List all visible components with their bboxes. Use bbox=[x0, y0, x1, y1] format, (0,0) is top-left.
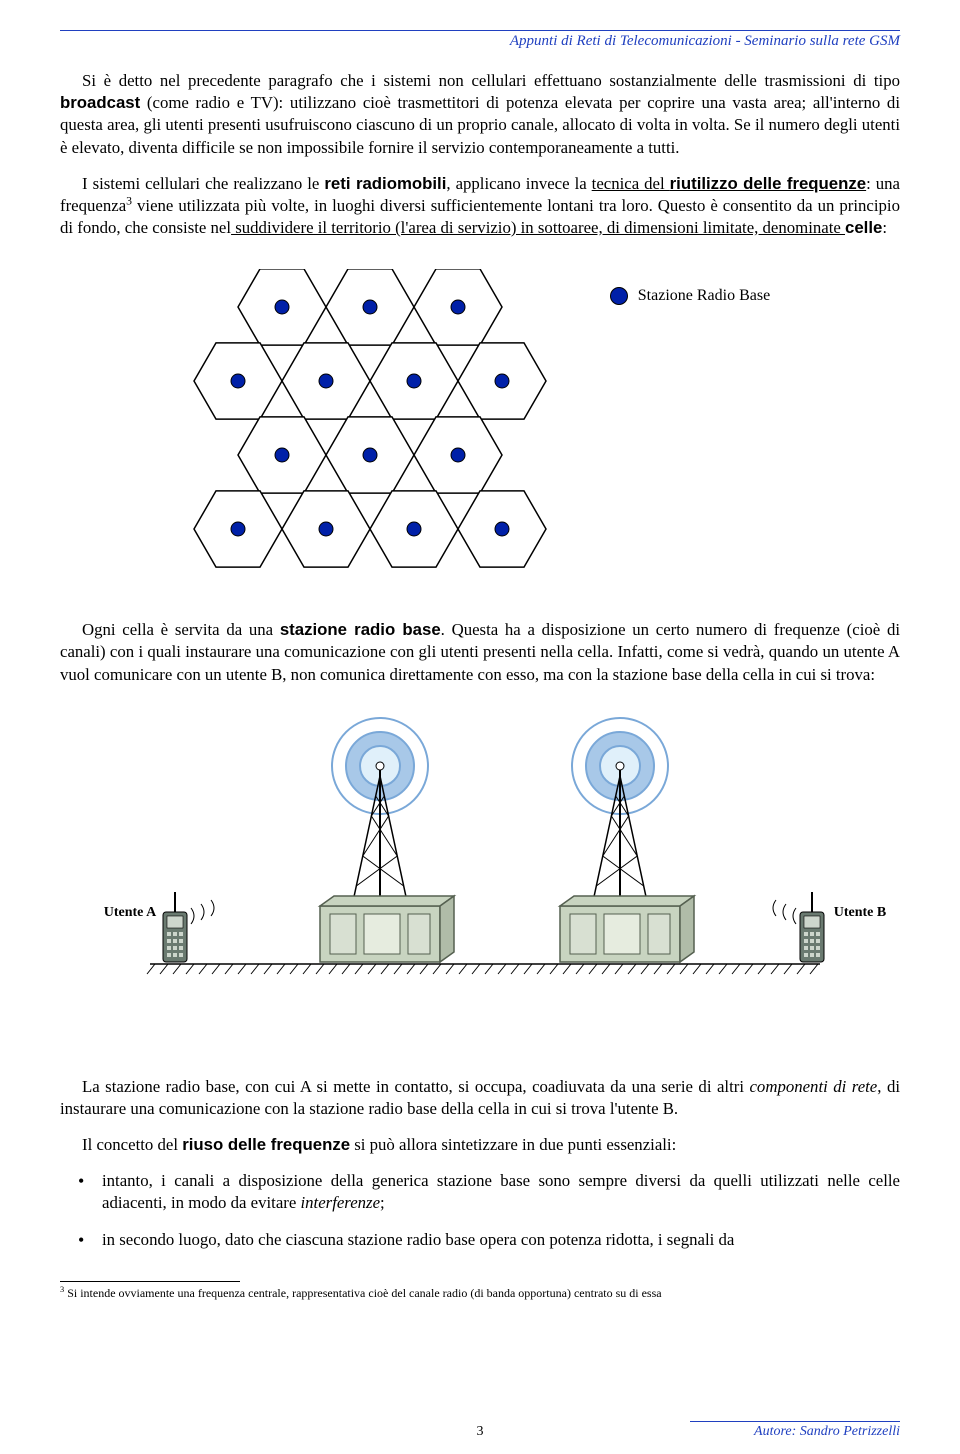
footnote-text: Si intende ovviamente una frequenza cent… bbox=[64, 1286, 661, 1300]
term-stazione-radio-base: stazione radio base bbox=[280, 620, 441, 639]
text: Si è detto nel precedente paragrafo che … bbox=[82, 71, 900, 90]
text: I sistemi cellulari che realizzano le bbox=[82, 174, 324, 193]
term-broadcast: broadcast bbox=[60, 93, 140, 112]
communication-svg: Utente A Utente B bbox=[60, 716, 900, 1016]
term-riuso-frequenze: riuso delle frequenze bbox=[182, 1135, 350, 1154]
hexgrid-svg bbox=[190, 269, 560, 569]
footnote-3: 3 Si intende ovviamente una frequenza ce… bbox=[60, 1286, 900, 1300]
figure-cells: Stazione Radio Base bbox=[60, 269, 900, 569]
text: Ogni cella è servita da una bbox=[82, 620, 280, 639]
text: si può allora sintetizzare in due punti … bbox=[350, 1135, 676, 1154]
paragraph-4: La stazione radio base, con cui A si met… bbox=[60, 1076, 900, 1120]
header-separator bbox=[60, 30, 900, 31]
figure-legend: Stazione Radio Base bbox=[610, 287, 770, 305]
bullet-2: in secondo luogo, dato che ciascuna staz… bbox=[88, 1229, 900, 1251]
term-riutilizzo-frequenze: riutilizzo delle frequenze bbox=[670, 174, 866, 193]
term-reti-radiomobili: reti radiomobili bbox=[324, 174, 446, 193]
term-componenti-di-rete: componenti di rete bbox=[749, 1077, 877, 1096]
legend-label: Stazione Radio Base bbox=[638, 287, 770, 305]
text-underlined: suddividere il territorio (l'area di ser… bbox=[231, 218, 845, 237]
term-celle: celle bbox=[845, 218, 882, 237]
svg-text:Utente B: Utente B bbox=[834, 905, 887, 920]
text: intanto, i canali a disposizione della g… bbox=[102, 1171, 900, 1212]
text: , applicano invece la bbox=[446, 174, 591, 193]
paragraph-3: Ogni cella è servita da una stazione rad… bbox=[60, 619, 900, 686]
text: : bbox=[882, 218, 887, 237]
bullet-1: intanto, i canali a disposizione della g… bbox=[88, 1170, 900, 1214]
footnote-separator bbox=[60, 1281, 240, 1282]
text: (come radio e TV): utilizzano cioè trasm… bbox=[60, 93, 900, 156]
text: Il concetto del bbox=[82, 1135, 182, 1154]
author-credit: Autore: Sandro Petrizzelli bbox=[754, 1424, 900, 1440]
author-separator bbox=[690, 1421, 900, 1422]
paragraph-1: Si è detto nel precedente paragrafo che … bbox=[60, 70, 900, 159]
paragraph-5: Il concetto del riuso delle frequenze si… bbox=[60, 1134, 900, 1156]
text: ; bbox=[380, 1193, 385, 1212]
text-underlined: tecnica del bbox=[592, 174, 670, 193]
bullet-list: intanto, i canali a disposizione della g… bbox=[60, 1170, 900, 1251]
svg-text:Utente A: Utente A bbox=[104, 905, 157, 920]
legend-dot-icon bbox=[610, 287, 628, 305]
running-header: Appunti di Reti di Telecomunicazioni - S… bbox=[60, 33, 900, 50]
text: in secondo luogo, dato che ciascuna staz… bbox=[102, 1230, 734, 1249]
text: La stazione radio base, con cui A si met… bbox=[82, 1077, 749, 1096]
paragraph-2: I sistemi cellulari che realizzano le re… bbox=[60, 173, 900, 240]
figure-communication: Utente A Utente B bbox=[60, 716, 900, 1016]
term-interferenze: interferenze bbox=[301, 1193, 381, 1212]
